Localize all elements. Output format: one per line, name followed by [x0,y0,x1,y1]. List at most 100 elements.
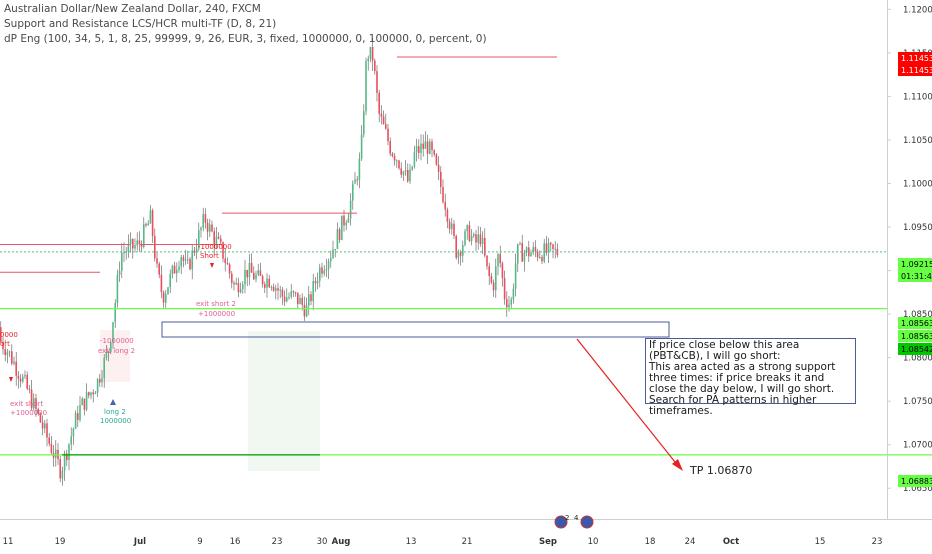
candle-body [345,222,347,226]
flag-nz-icon[interactable] [580,515,594,529]
candle-body [193,250,196,253]
candle-body [519,243,521,245]
candle-body [231,273,233,283]
price-badge [898,343,932,355]
candle-body [233,282,235,285]
candle-body [369,46,372,59]
candle-body [63,453,66,471]
candle-body [541,256,543,262]
candle-body [466,225,468,232]
candle-body [176,269,178,274]
event-icons[interactable]: 2 4 [554,514,594,529]
candle-body [72,428,75,437]
candle-body [382,116,385,125]
candle-body [261,275,264,285]
candle-body [50,443,53,454]
price-badges: 1.114531.114531.0921501:31:421.085631.08… [898,52,932,487]
candle-body [455,235,457,258]
candle-body [85,392,88,410]
candle-body [426,141,429,154]
time-tick-label: 21 [462,537,473,547]
projection-arrow[interactable] [576,338,680,468]
candle-body [354,179,356,184]
candle-body [39,413,42,423]
candle-body [385,124,387,129]
price-badge [898,64,932,76]
candle-body [209,224,211,232]
candle-body [349,200,352,219]
candle-body [68,444,70,460]
candle-body [479,234,482,245]
candle-body [198,230,200,249]
price-badge [898,330,932,342]
time-tick-label: 24 [685,537,696,547]
candle-body [332,249,334,259]
candle-body [248,262,251,278]
time-tick-label: 16 [230,537,241,547]
candle-body [37,408,39,414]
annotation-note[interactable]: If price close below this area (PBT&CB),… [645,338,856,417]
candle-body [118,270,121,275]
price-tick-label: 1.09500 [903,223,932,233]
candle-body [228,264,231,274]
candle-body [501,263,504,278]
candle-body [171,265,174,275]
candle-body [30,389,33,409]
candle-body [162,292,165,303]
candle-body [398,160,400,169]
candle-body [279,289,281,291]
candle-body [552,244,554,249]
candle-body [110,342,112,353]
candle-body [167,287,169,295]
candle-body [189,259,191,270]
candle-body [125,252,127,254]
time-axis[interactable]: 11 19 Jul 9 16 23 30 Aug 13 21 Sep 10 18 24 Oct 15 23 [0,519,932,548]
candle-body [367,58,369,62]
candle-body [457,252,460,258]
candle-body [319,267,321,281]
candle-body [257,270,259,275]
candle-body [488,266,490,276]
price-badge [898,270,932,282]
candle-body [26,374,28,389]
trade-arrows [9,263,214,405]
candle-body [15,361,17,376]
candle-body [99,379,101,383]
time-tick-label: 23 [272,537,283,547]
candle-body [404,170,407,172]
candle-body [499,254,501,264]
price-badge-text: 1.06883 [901,477,932,486]
candle-body [169,274,171,288]
time-tick-label: 23 [872,537,883,547]
long-2-label: long 2 [104,408,126,416]
time-tick-label: 15 [815,537,826,547]
candle-body [184,259,187,261]
long-arrow-icon [110,399,116,405]
candle-body [114,303,116,323]
candle-body [334,248,336,250]
candle-body [517,244,519,264]
candle-body [140,244,143,247]
price-tick-label: 1.12000 [903,5,932,15]
support-zone-rectangle[interactable] [161,321,670,338]
candle-body [259,270,262,276]
event-count-b: 4 [574,514,579,522]
candle-body [508,304,510,308]
candle-body [462,245,464,256]
candle-body [127,243,130,253]
candle-body [136,240,138,246]
candle-body [448,221,451,230]
candle-body [411,166,413,170]
price-badge-text: 1.08563 [901,319,932,328]
price-tick-label: 1.07000 [903,441,932,451]
flag-au-icon[interactable] [554,515,568,529]
candle-body [46,423,48,438]
projection-arrowhead [672,459,683,471]
price-badge-text: 01:31:42 [901,272,932,281]
candle-body [477,234,479,243]
event-count-a: 2 [565,514,569,522]
candle-body [473,234,475,236]
candle-body [547,242,550,253]
